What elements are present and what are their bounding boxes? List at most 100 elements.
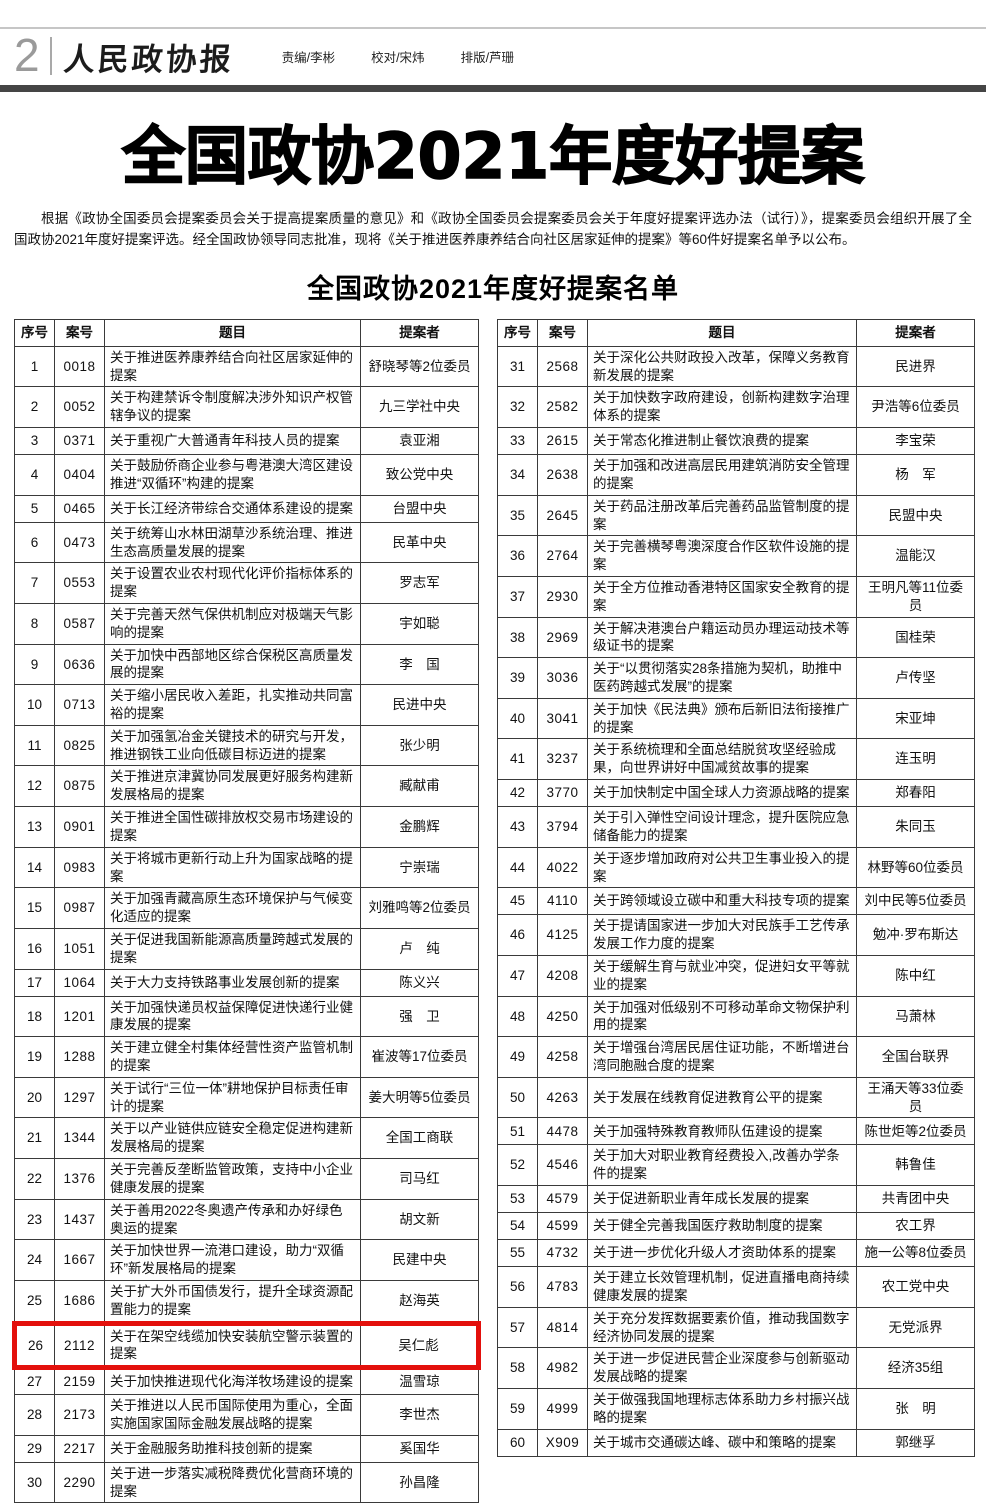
table-row: 48 4250 关于加强对低级别不可移动革命文物保护利用的提案 马萧林 <box>497 995 975 1038</box>
proposer-name: 宋亚坤 <box>856 697 975 740</box>
case-number: 0404 <box>54 454 105 496</box>
row-number: 9 <box>14 643 55 686</box>
proposer-name: 卢 纯 <box>360 927 479 970</box>
case-number: 1288 <box>54 1036 105 1078</box>
case-number: 0465 <box>54 494 105 523</box>
row-number: 55 <box>497 1239 538 1268</box>
table-row: 16 1051 关于促进我国新能源高质量跨越式发展的提案卢 纯 <box>14 927 479 970</box>
table-row: 45 4110 关于跨领域设立碳中和重大科技专项的提案 刘中民等5位委员 <box>497 887 975 916</box>
proposer-name: 陈中红 <box>856 954 975 997</box>
case-number: 0983 <box>54 846 105 889</box>
proposer-name: 王明凡等11位委员 <box>856 575 975 618</box>
row-number: 52 <box>497 1144 538 1187</box>
case-number: X909 <box>537 1428 588 1457</box>
proposer-name: 张少明 <box>360 724 479 767</box>
proposer-name: 林野等60位委员 <box>856 846 975 889</box>
table-row: 37 2930 关于全方位推动香港特区国家安全教育的提案 王明凡等11位委员 <box>497 575 975 618</box>
proposal-title: 关于加快《民法典》颁布后新旧法衔接推广的提案 <box>587 697 857 740</box>
row-number: 5 <box>14 494 55 523</box>
table-row: 11 0825 关于加强氢冶金关键技术的研究与开发，推进钢铁工业向低碳目标迈进的提案… <box>14 724 479 767</box>
proposer-name: 全国台联界 <box>856 1036 975 1078</box>
row-number: 33 <box>497 427 538 456</box>
table-row: 34 2638 关于加强和改进高层民用建筑消防安全管理的提案杨 军 <box>497 454 975 496</box>
proposal-title: 关于以产业链供应链安全稳定促进构建新发展格局的提案 <box>104 1117 361 1160</box>
column-header-title: 题目 <box>587 318 857 347</box>
row-number: 31 <box>497 345 538 388</box>
row-number: 20 <box>14 1076 55 1119</box>
table-row: 28 2173 关于推进以人民币国际使用为重心，全面实施国家国际金融发展战略的提案李… <box>14 1394 479 1436</box>
table-row: 22 1376 关于完善反垄断监管政策，支持中小企业健康发展的提案 司马红 <box>14 1158 479 1200</box>
table-row: 21 1344 关于以产业链供应链安全稳定促进构建新发展格局的提案 全国工商联 <box>14 1117 479 1160</box>
proposal-title: 关于推进全国性碳排放权交易市场建设的提案 <box>104 806 361 848</box>
proposer-name: 台盟中央 <box>360 494 479 523</box>
case-number: 2969 <box>537 616 588 659</box>
case-number: 4258 <box>537 1036 588 1078</box>
proposal-title: 关于加强氢冶金关键技术的研究与开发，推进钢铁工业向低碳目标迈进的提案 <box>104 724 361 767</box>
table-row: 3 0371 关于重视广大普通青年科技人员的提案 袁亚湘 <box>14 427 479 456</box>
proposer-name: 农工界 <box>856 1212 975 1241</box>
proposal-title: 关于进一步落实减税降费优化营商环境的提案 <box>104 1461 361 1503</box>
case-number: 1376 <box>54 1158 105 1200</box>
case-number: 2645 <box>537 494 588 537</box>
case-number: 1437 <box>54 1198 105 1241</box>
row-number: 56 <box>497 1266 538 1308</box>
row-number: 54 <box>497 1212 538 1241</box>
table-row: 30 2290 关于进一步落实减税降费优化营商环境的提案 孙昌隆 <box>14 1461 479 1503</box>
case-number: 2638 <box>537 454 588 496</box>
case-number: 4263 <box>537 1076 588 1119</box>
column-header-title: 题目 <box>104 318 361 347</box>
case-number: 1667 <box>54 1239 105 1281</box>
row-number: 34 <box>497 454 538 496</box>
case-number: 0713 <box>54 684 105 726</box>
proposal-title: 关于完善横琴粤澳深度合作区软件设施的提案 <box>587 535 857 577</box>
masthead: 2 人民政协报 责编/李彬 校对/宋炜 排版/芦珊 <box>0 27 986 92</box>
row-number: 26 <box>12 1320 55 1371</box>
proposer-name: 民革中央 <box>360 521 479 564</box>
table-row: 17 1064 关于大力支持铁路事业发展创新的提案 陈义兴 <box>14 968 479 997</box>
table-header-row: 序号 案号 题目 提案者 <box>14 318 479 347</box>
row-number: 14 <box>14 846 55 889</box>
row-number: 36 <box>497 535 538 577</box>
masthead-divider <box>49 37 52 75</box>
row-number: 16 <box>14 927 55 970</box>
proposer-name: 致公党中央 <box>360 454 479 496</box>
case-number: 0987 <box>54 887 105 929</box>
case-number: 0825 <box>54 724 105 767</box>
case-number: 2112 <box>54 1320 105 1371</box>
row-number: 8 <box>14 602 55 645</box>
row-number: 7 <box>14 562 55 604</box>
proposer-name: 司马红 <box>360 1158 479 1200</box>
table-row: 41 3237 关于系统梳理和全面总结脱贫攻坚经验成果，向世界讲好中国减贫故事的提案… <box>497 738 975 781</box>
table-row: 7 0553 关于设置农业农村现代化评价指标体系的提案 罗志军 <box>14 562 479 604</box>
proposer-name: 民盟中央 <box>856 494 975 537</box>
proposal-title: 关于善用2022冬奥遗产传承和办好绿色奥运的提案 <box>104 1198 361 1241</box>
proposer-name: 韩鲁佳 <box>856 1144 975 1187</box>
case-number: 4732 <box>537 1239 588 1268</box>
proposal-title: 关于促进新职业青年成长发展的提案 <box>587 1185 857 1214</box>
proposal-title: 关于加强和改进高层民用建筑消防安全管理的提案 <box>587 454 857 496</box>
table-row: 1 0018 关于推进医养康养结合向社区居家延伸的提案 舒晓琴等2位委员 <box>14 345 479 388</box>
case-number: 0636 <box>54 643 105 686</box>
proposer-name: 宇如聪 <box>360 602 479 645</box>
proposal-title: 关于金融服务助推科技创新的提案 <box>104 1434 361 1463</box>
row-number: 60 <box>497 1428 538 1457</box>
proposal-title: 关于城市交通碳达峰、碳中和策略的提案 <box>587 1428 857 1457</box>
table-row: 2 0052 关于构建禁诉令制度解决涉外知识产权管辖争议的提案 九三学社中央 <box>14 386 479 429</box>
page-number: 2 <box>14 29 40 82</box>
column-header-proposer: 提案者 <box>360 318 479 347</box>
proposal-title: 关于加强特殊教育教师队伍建设的提案 <box>587 1117 857 1146</box>
case-number: 0587 <box>54 602 105 645</box>
row-number: 15 <box>14 887 55 929</box>
row-number: 41 <box>497 738 538 781</box>
table-row-highlighted: 26 2112 关于在架空线缆加快安装航空警示装置的提案 吴仁彪 <box>12 1320 481 1371</box>
proposer-name: 臧献甫 <box>360 765 479 808</box>
proposer-name: 吴仁彪 <box>360 1320 481 1371</box>
proposer-name: 奚国华 <box>360 1434 479 1463</box>
table-row: 18 1201 关于加强快递员权益保障促进快递行业健康发展的提案强 卫 <box>14 995 479 1038</box>
proposal-title: 关于促进我国新能源高质量跨越式发展的提案 <box>104 927 361 970</box>
case-number: 0018 <box>54 345 105 388</box>
table-row: 9 0636 关于加快中西部地区综合保税区高质量发展的提案李 国 <box>14 643 479 686</box>
table-row: 49 4258 关于增强台湾居民居住证功能，不断增进台湾同胞融合度的提案 全国台联界 <box>497 1036 975 1078</box>
proposal-title: 关于引入弹性空间设计理念，提升医院应急储备能力的提案 <box>587 806 857 848</box>
row-number: 10 <box>14 684 55 726</box>
